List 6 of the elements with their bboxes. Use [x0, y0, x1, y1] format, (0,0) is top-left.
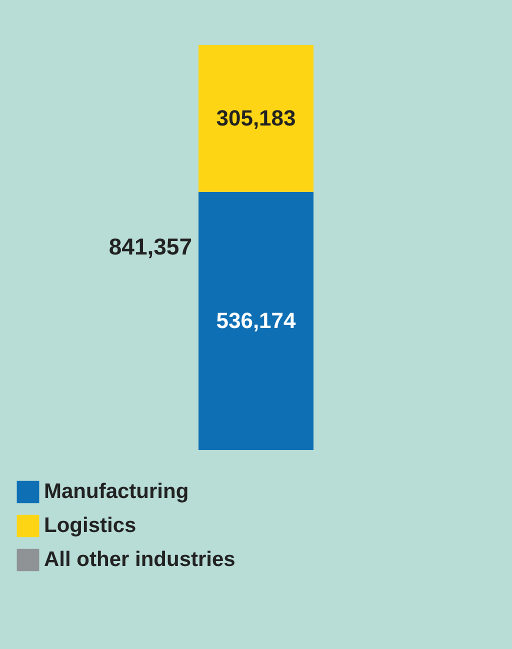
data-label: 305,183	[216, 105, 296, 130]
legend-label: Logistics	[44, 514, 136, 537]
legend-label: Manufacturing	[44, 480, 189, 503]
total-label: 841,357	[108, 234, 192, 260]
legend-label: All other industries	[44, 548, 236, 571]
data-label: 536,174	[216, 308, 297, 333]
